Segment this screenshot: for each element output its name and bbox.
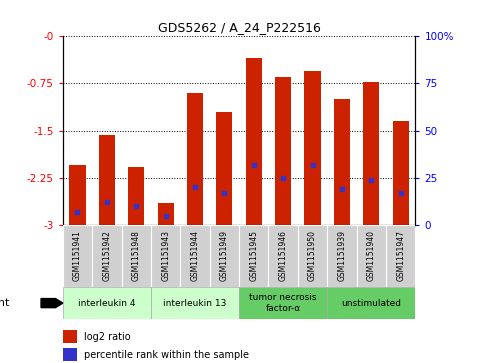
Bar — [63, 348, 77, 361]
Text: percentile rank within the sample: percentile rank within the sample — [84, 350, 249, 360]
Bar — [157, 203, 174, 225]
Title: GDS5262 / A_24_P222516: GDS5262 / A_24_P222516 — [157, 21, 321, 34]
Bar — [327, 287, 415, 319]
Text: agent: agent — [0, 298, 10, 308]
Text: GSM1151945: GSM1151945 — [249, 231, 258, 281]
Bar — [386, 225, 415, 287]
Bar — [304, 71, 321, 225]
Bar — [298, 225, 327, 287]
Bar — [246, 58, 262, 225]
Bar — [70, 165, 85, 225]
Bar — [122, 225, 151, 287]
Bar — [63, 287, 151, 319]
Text: GSM1151948: GSM1151948 — [132, 231, 141, 281]
Text: log2 ratio: log2 ratio — [84, 332, 130, 342]
Bar — [128, 167, 144, 225]
Bar — [393, 121, 409, 225]
Bar — [327, 225, 356, 287]
Text: interleukin 4: interleukin 4 — [78, 299, 136, 307]
Bar — [99, 135, 115, 225]
Bar — [216, 112, 232, 225]
Text: GSM1151943: GSM1151943 — [161, 231, 170, 281]
Bar — [334, 99, 350, 225]
Text: GSM1151944: GSM1151944 — [190, 231, 199, 281]
Text: GSM1151939: GSM1151939 — [338, 231, 346, 281]
Text: GSM1151942: GSM1151942 — [102, 231, 112, 281]
Bar — [92, 225, 122, 287]
Bar — [180, 225, 210, 287]
Text: GSM1151950: GSM1151950 — [308, 231, 317, 281]
Bar — [187, 93, 203, 225]
Bar — [210, 225, 239, 287]
Text: GSM1151946: GSM1151946 — [279, 231, 288, 281]
Text: interleukin 13: interleukin 13 — [163, 299, 227, 307]
Bar — [63, 225, 92, 287]
Text: GSM1151941: GSM1151941 — [73, 231, 82, 281]
Text: unstimulated: unstimulated — [341, 299, 401, 307]
Bar — [363, 82, 379, 225]
Bar — [269, 225, 298, 287]
Bar — [356, 225, 386, 287]
Text: GSM1151949: GSM1151949 — [220, 231, 229, 281]
Bar — [151, 287, 239, 319]
Text: GSM1151947: GSM1151947 — [396, 231, 405, 281]
Text: GSM1151940: GSM1151940 — [367, 231, 376, 281]
Bar — [275, 77, 291, 225]
Bar — [151, 225, 180, 287]
Bar — [63, 330, 77, 343]
Text: tumor necrosis
factor-α: tumor necrosis factor-α — [249, 293, 317, 313]
Bar — [239, 225, 269, 287]
Bar — [239, 287, 327, 319]
